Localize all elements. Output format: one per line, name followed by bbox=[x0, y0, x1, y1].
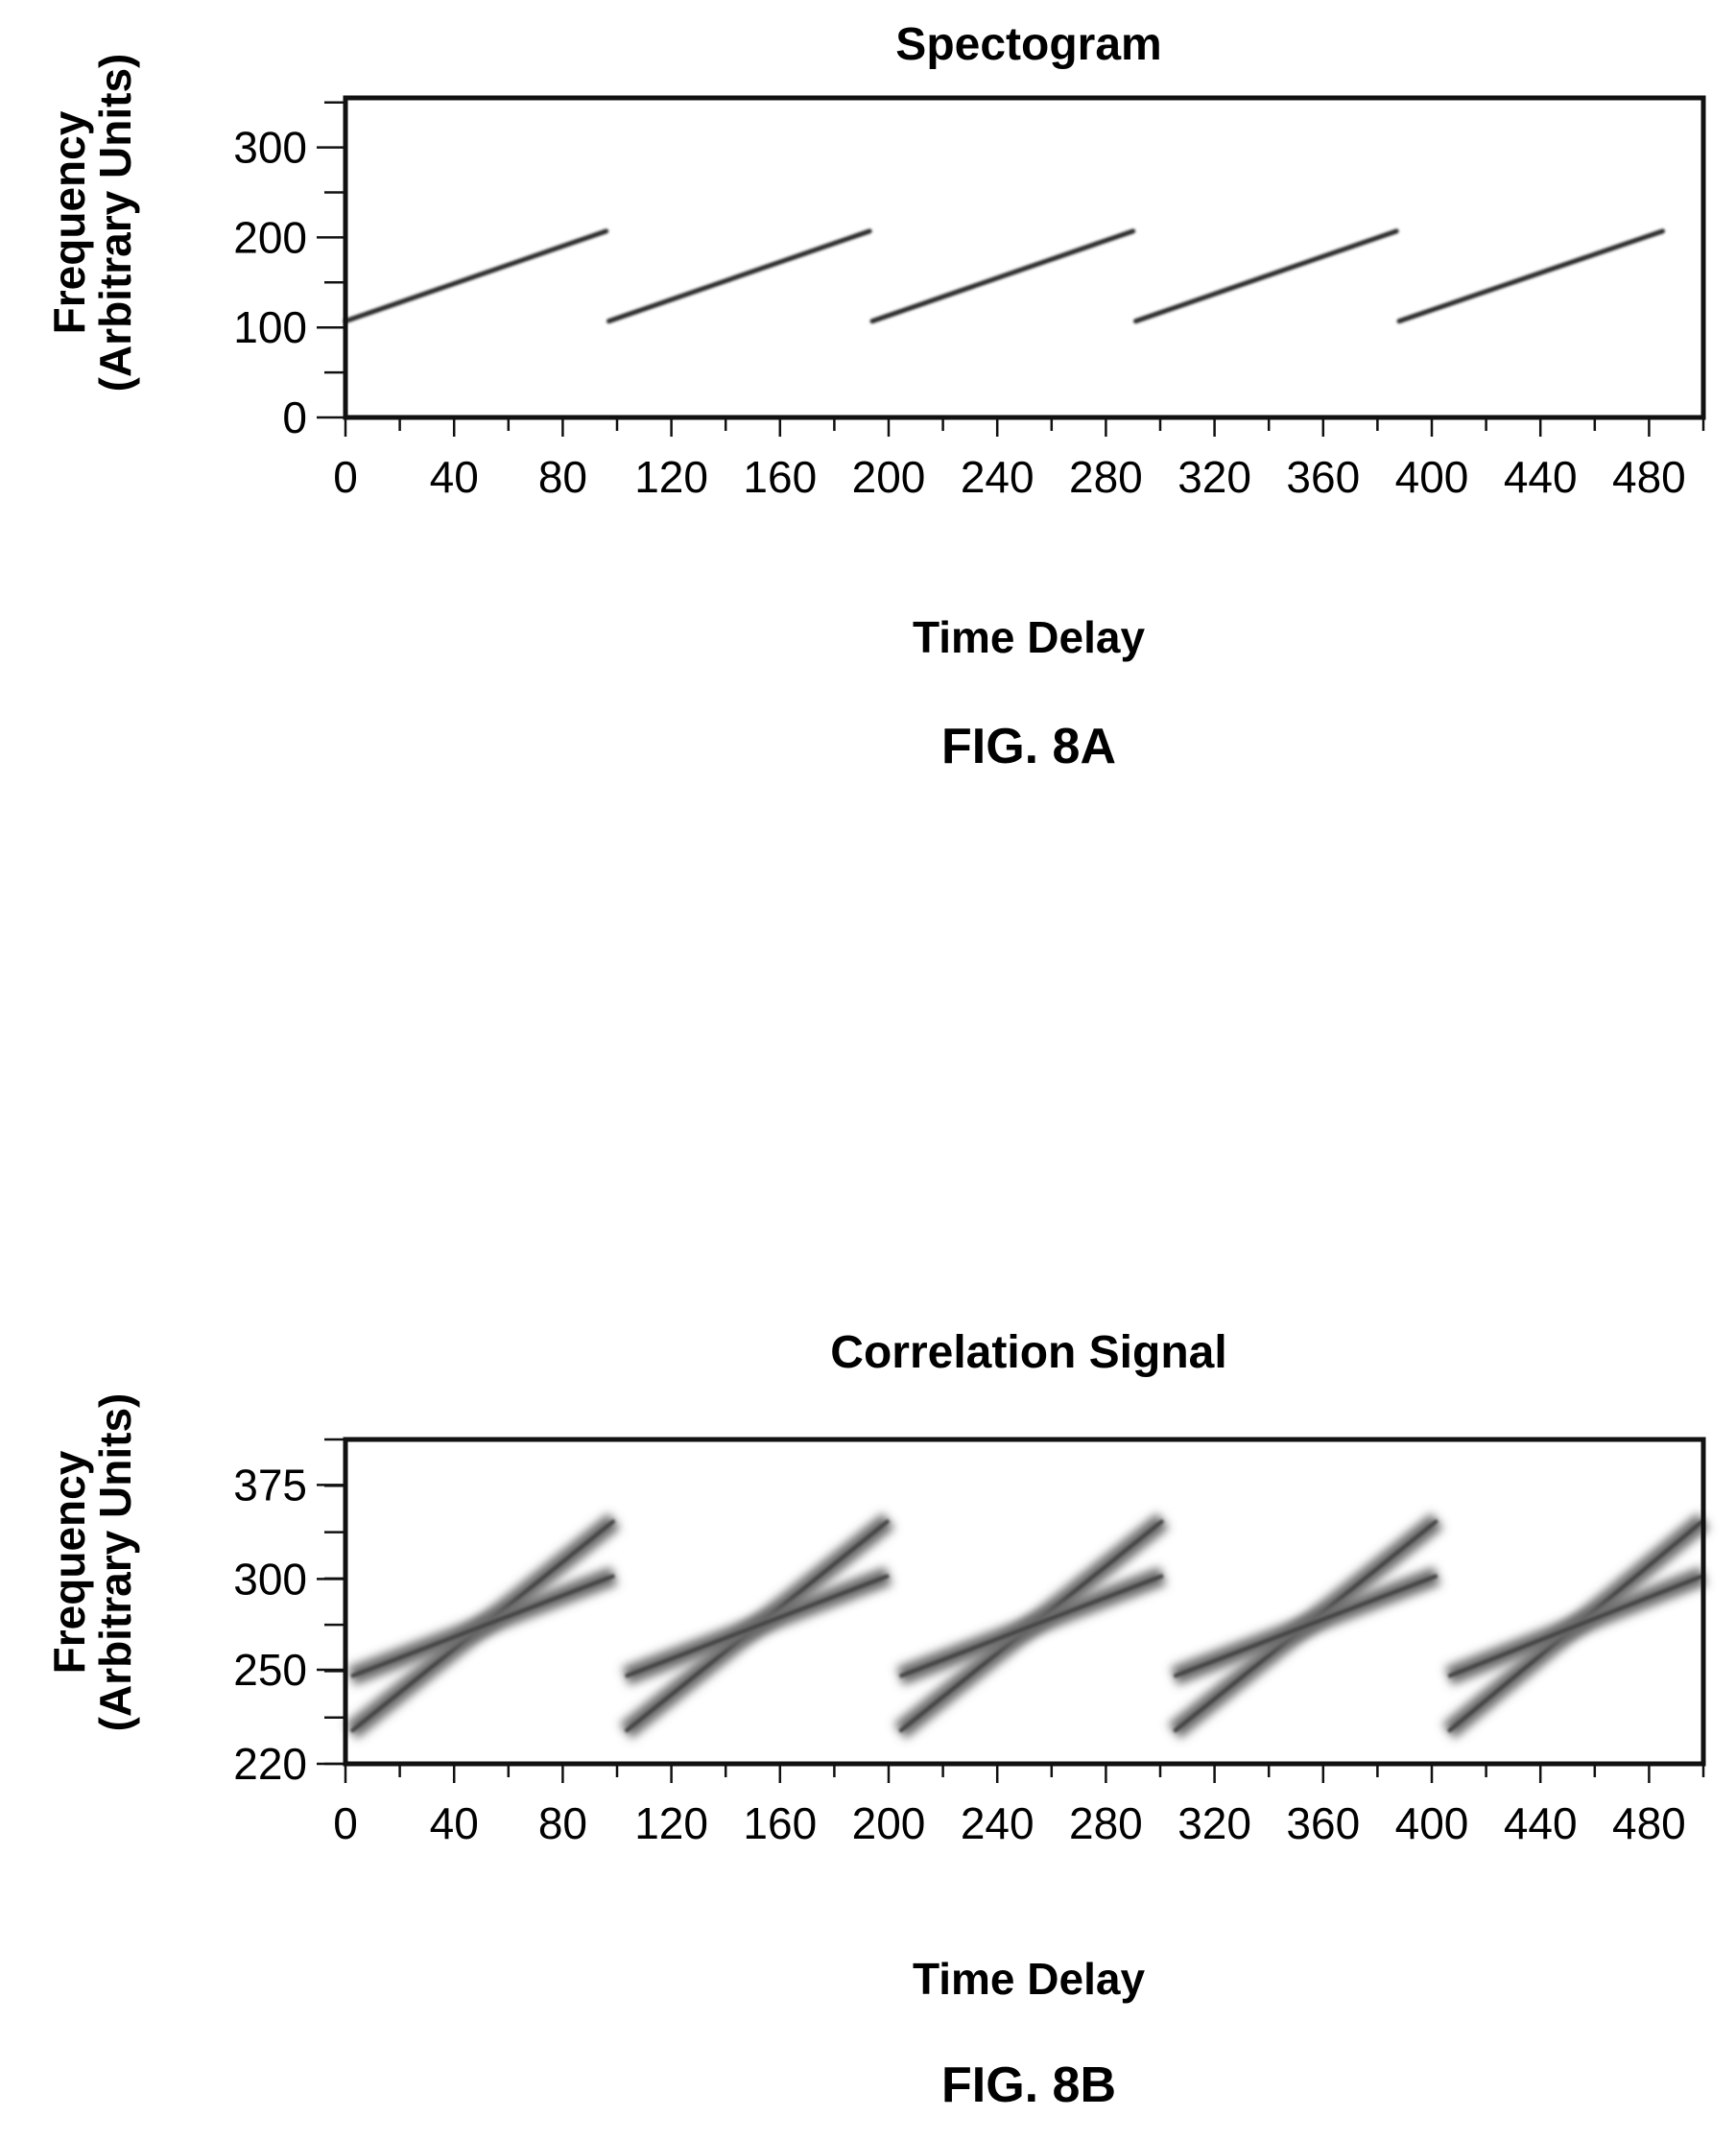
correlation-x-tick-label: 400 bbox=[1395, 1798, 1469, 1848]
spectogram-y-tick-label: 100 bbox=[233, 302, 307, 352]
correlation-x-tick-label: 120 bbox=[634, 1798, 708, 1848]
spectogram-y-axis-label: Frequency (Arbitrary Units) bbox=[44, 54, 140, 392]
correlation-y-tick-label: 220 bbox=[233, 1739, 307, 1789]
correlation-x-tick-label: 280 bbox=[1069, 1798, 1143, 1848]
figure-caption-8a: FIG. 8A bbox=[941, 719, 1116, 774]
spectogram-x-tick-label: 440 bbox=[1504, 452, 1578, 502]
correlation-x-tick-label: 480 bbox=[1612, 1798, 1686, 1848]
spectogram-y-ticks: 0 100 200 300 bbox=[233, 101, 345, 442]
spectogram-plot-frame bbox=[343, 95, 1706, 420]
spectogram-x-tick-label: 40 bbox=[430, 452, 479, 502]
correlation-plot-frame bbox=[343, 1437, 1706, 1767]
correlation-x-tick-label: 0 bbox=[333, 1798, 358, 1848]
spectogram-plot-area bbox=[343, 95, 1706, 420]
spectogram-title: Spectogram bbox=[895, 19, 1161, 70]
spectogram-x-tick-label: 80 bbox=[538, 452, 587, 502]
correlation-y-label-line2: (Arbitrary Units) bbox=[90, 1393, 140, 1732]
spectogram-x-tick-label: 480 bbox=[1612, 452, 1686, 502]
correlation-x-tick-label: 440 bbox=[1504, 1798, 1578, 1848]
correlation-x-tick-label: 360 bbox=[1286, 1798, 1360, 1848]
spectogram-y-tick-label: 0 bbox=[282, 392, 307, 442]
spectogram-x-tick-label: 0 bbox=[333, 452, 358, 502]
correlation-signal-chart: Correlation Signal Frequency (Arbitrary … bbox=[44, 1327, 1710, 2113]
spectogram-x-tick-label: 320 bbox=[1177, 452, 1251, 502]
correlation-chirp-core bbox=[350, 1574, 615, 1678]
correlation-x-axis-label: Time Delay bbox=[913, 1954, 1145, 2004]
spectogram-x-tick-label: 160 bbox=[743, 452, 817, 502]
spectogram-x-ticks: 0 40 80 120 160 200 240 280 320 360 400 440 480 bbox=[333, 417, 1705, 502]
spectogram-x-axis-label: Time Delay bbox=[913, 612, 1145, 662]
correlation-y-tick-label: 375 bbox=[233, 1460, 307, 1510]
spectogram-y-tick-label: 200 bbox=[233, 212, 307, 262]
spectogram-y-label-line1: Frequency bbox=[44, 110, 94, 334]
correlation-y-tick-label: 300 bbox=[233, 1554, 307, 1604]
spectogram-y-tick-label: 300 bbox=[233, 123, 307, 173]
correlation-y-label-line1: Frequency bbox=[44, 1450, 94, 1674]
spectogram-x-tick-label: 360 bbox=[1286, 452, 1360, 502]
correlation-chirp-core bbox=[1173, 1574, 1439, 1678]
spectogram-chart: Spectogram Frequency (Arbitrary Units) 0… bbox=[44, 19, 1706, 774]
correlation-chirp-core bbox=[898, 1574, 1164, 1678]
spectogram-x-tick-label: 200 bbox=[852, 452, 926, 502]
correlation-x-tick-label: 40 bbox=[430, 1798, 479, 1848]
correlation-y-ticks: 220 250 300 375 bbox=[233, 1438, 345, 1789]
correlation-x-tick-label: 240 bbox=[961, 1798, 1034, 1848]
correlation-chirp-core bbox=[1447, 1574, 1704, 1678]
spectogram-x-tick-label: 280 bbox=[1069, 452, 1143, 502]
spectogram-x-tick-label: 240 bbox=[961, 452, 1034, 502]
correlation-x-tick-label: 200 bbox=[852, 1798, 926, 1848]
correlation-x-tick-label: 320 bbox=[1177, 1798, 1251, 1848]
figure-caption-8b: FIG. 8B bbox=[941, 2057, 1116, 2113]
correlation-x-tick-label: 160 bbox=[743, 1798, 817, 1848]
correlation-x-tick-label: 80 bbox=[538, 1798, 587, 1848]
correlation-chirp-core bbox=[625, 1574, 890, 1678]
correlation-signal-title: Correlation Signal bbox=[830, 1327, 1226, 1378]
correlation-plot-area bbox=[343, 1437, 1710, 1767]
spectogram-y-label-line2: (Arbitrary Units) bbox=[90, 54, 140, 392]
correlation-y-tick-label: 250 bbox=[233, 1645, 307, 1695]
correlation-x-ticks: 0 40 80 120 160 200 240 280 320 360 400 440 480 bbox=[333, 1764, 1705, 1848]
correlation-y-axis-label: Frequency (Arbitrary Units) bbox=[44, 1393, 140, 1732]
spectogram-x-tick-label: 400 bbox=[1395, 452, 1469, 502]
spectogram-x-tick-label: 120 bbox=[634, 452, 708, 502]
